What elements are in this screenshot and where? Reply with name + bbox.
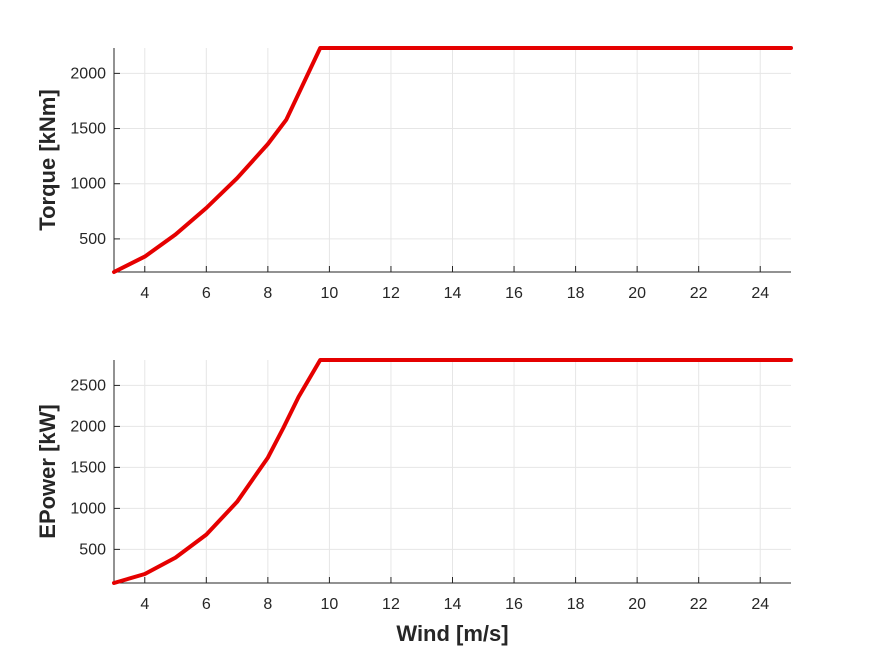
- torque-x-tick-label: 20: [628, 285, 646, 302]
- torque-x-tick-label: 8: [263, 285, 272, 302]
- torque-y-tick-label: 1500: [70, 121, 106, 138]
- torque-y-tick-label: 500: [79, 231, 106, 248]
- power-x-tick-label: 4: [140, 596, 149, 613]
- power-x-tick-label: 14: [444, 596, 462, 613]
- power-x-tick-label: 16: [505, 596, 523, 613]
- power-x-tick-label: 6: [202, 596, 211, 613]
- power-y-axis-label: EPower [kW]: [35, 404, 60, 538]
- power-x-tick-label: 18: [567, 596, 585, 613]
- power-x-tick-label: 20: [628, 596, 646, 613]
- power-y-tick-label: 2000: [70, 418, 106, 435]
- torque-panel: 4 6 8 10 12 14 16 18 20 22 24 500 1000 1500 2000 Torque…: [35, 46, 793, 302]
- torque-x-tick-label: 24: [751, 285, 769, 302]
- torque-y-axis-label: Torque [kNm]: [35, 89, 60, 230]
- power-x-tick-label: 22: [690, 596, 708, 613]
- torque-series-line: [112, 46, 793, 274]
- power-series-line: [112, 358, 793, 585]
- torque-x-tick-label: 14: [444, 285, 462, 302]
- power-y-tick-label: 1500: [70, 459, 106, 476]
- power-y-tick-label: 1000: [70, 500, 106, 517]
- power-x-axis-label: Wind [m/s]: [396, 621, 508, 646]
- power-x-tick-label: 8: [263, 596, 272, 613]
- torque-x-tick-label: 22: [690, 285, 708, 302]
- torque-x-tick-label: 4: [140, 285, 149, 302]
- power-y-tick-label: 2500: [70, 377, 106, 394]
- torque-x-tick-label: 18: [567, 285, 585, 302]
- torque-y-tick-label: 2000: [70, 65, 106, 82]
- power-panel: 4 6 8 10 12 14 16 18 20 22 24 500 1000 1500 2000 2500 EP…: [35, 358, 793, 646]
- torque-y-tick-label: 1000: [70, 176, 106, 193]
- power-x-tick-label: 24: [751, 596, 769, 613]
- torque-x-tick-label: 16: [505, 285, 523, 302]
- power-x-tick-label: 10: [321, 596, 339, 613]
- torque-x-tick-label: 6: [202, 285, 211, 302]
- power-x-tick-label: 12: [382, 596, 400, 613]
- torque-x-tick-label: 12: [382, 285, 400, 302]
- power-y-tick-label: 500: [79, 541, 106, 558]
- torque-x-tick-label: 10: [321, 285, 339, 302]
